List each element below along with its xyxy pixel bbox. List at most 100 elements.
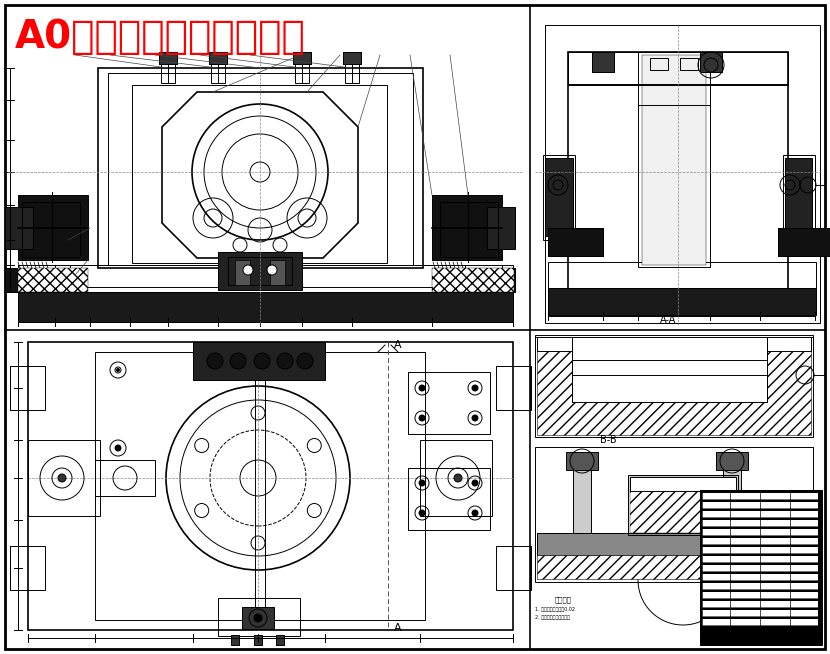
- Bar: [783, 155, 815, 240]
- Bar: [702, 592, 818, 599]
- Bar: [702, 583, 818, 590]
- Bar: [566, 452, 598, 470]
- Bar: [568, 52, 788, 297]
- Bar: [235, 260, 250, 285]
- Bar: [293, 52, 311, 64]
- Bar: [702, 610, 818, 617]
- Text: A: A: [394, 623, 402, 633]
- Bar: [537, 555, 813, 579]
- Text: A-A: A-A: [660, 315, 676, 325]
- Text: A0粗铣下平面夹具装配图: A0粗铣下平面夹具装配图: [15, 18, 306, 56]
- Bar: [5, 268, 87, 292]
- Bar: [723, 452, 741, 537]
- Bar: [218, 598, 300, 636]
- Bar: [548, 288, 816, 315]
- Circle shape: [419, 385, 425, 391]
- Bar: [573, 452, 591, 537]
- Bar: [702, 493, 818, 500]
- Bar: [537, 533, 813, 555]
- Circle shape: [58, 474, 66, 482]
- Bar: [702, 511, 818, 518]
- Text: 技术要求: 技术要求: [555, 596, 572, 603]
- Bar: [254, 635, 262, 645]
- Bar: [543, 155, 575, 240]
- Bar: [700, 52, 722, 72]
- Bar: [716, 452, 748, 470]
- Bar: [345, 63, 359, 83]
- Bar: [5, 207, 33, 249]
- Bar: [211, 63, 225, 83]
- Bar: [159, 52, 177, 64]
- Text: B-B: B-B: [600, 435, 617, 445]
- Circle shape: [116, 368, 120, 371]
- Bar: [18, 195, 88, 260]
- Text: 1. 定位面平面度公差0.02: 1. 定位面平面度公差0.02: [535, 608, 575, 613]
- Bar: [702, 520, 818, 527]
- Bar: [638, 52, 710, 267]
- Bar: [159, 52, 177, 64]
- Bar: [702, 502, 818, 509]
- Bar: [537, 337, 811, 351]
- Bar: [432, 268, 514, 292]
- Bar: [433, 268, 515, 292]
- Circle shape: [454, 474, 462, 482]
- Bar: [545, 25, 820, 323]
- Bar: [18, 292, 513, 322]
- Bar: [572, 337, 767, 402]
- Bar: [270, 260, 285, 285]
- Bar: [293, 52, 311, 64]
- Bar: [98, 68, 423, 268]
- Bar: [132, 85, 387, 263]
- Bar: [592, 52, 614, 72]
- Text: 2. 各配合面公差按图配合: 2. 各配合面公差按图配合: [535, 615, 570, 621]
- Bar: [535, 335, 813, 437]
- Bar: [496, 546, 531, 590]
- Bar: [628, 475, 738, 535]
- Bar: [18, 265, 513, 292]
- Bar: [209, 52, 227, 64]
- Bar: [592, 52, 614, 72]
- Bar: [295, 63, 309, 83]
- Circle shape: [472, 480, 478, 486]
- Bar: [702, 565, 818, 572]
- Bar: [265, 352, 425, 620]
- Bar: [680, 58, 698, 70]
- Circle shape: [419, 415, 425, 421]
- Bar: [785, 158, 812, 236]
- Bar: [496, 366, 531, 410]
- Bar: [108, 73, 413, 265]
- Bar: [10, 546, 45, 590]
- Bar: [408, 372, 490, 434]
- Bar: [702, 556, 818, 563]
- Bar: [702, 529, 818, 536]
- Bar: [702, 619, 818, 626]
- Bar: [537, 533, 813, 555]
- Bar: [700, 490, 822, 645]
- Circle shape: [115, 445, 121, 451]
- Circle shape: [254, 614, 262, 622]
- Bar: [572, 337, 767, 402]
- Bar: [18, 265, 70, 283]
- Bar: [343, 52, 361, 64]
- Bar: [700, 52, 722, 72]
- Bar: [276, 635, 284, 645]
- Bar: [702, 574, 818, 581]
- Bar: [548, 228, 603, 256]
- Circle shape: [472, 415, 478, 421]
- Bar: [95, 352, 255, 620]
- Bar: [450, 265, 502, 283]
- Bar: [630, 477, 736, 491]
- Bar: [535, 447, 813, 582]
- Bar: [55, 265, 465, 287]
- Bar: [630, 477, 736, 533]
- Bar: [193, 342, 325, 380]
- Bar: [702, 601, 818, 608]
- Circle shape: [419, 510, 425, 516]
- Bar: [28, 342, 513, 630]
- Bar: [778, 228, 830, 256]
- Bar: [537, 337, 811, 435]
- Bar: [650, 58, 668, 70]
- Bar: [548, 262, 816, 288]
- Text: A: A: [394, 340, 402, 350]
- Bar: [228, 257, 292, 285]
